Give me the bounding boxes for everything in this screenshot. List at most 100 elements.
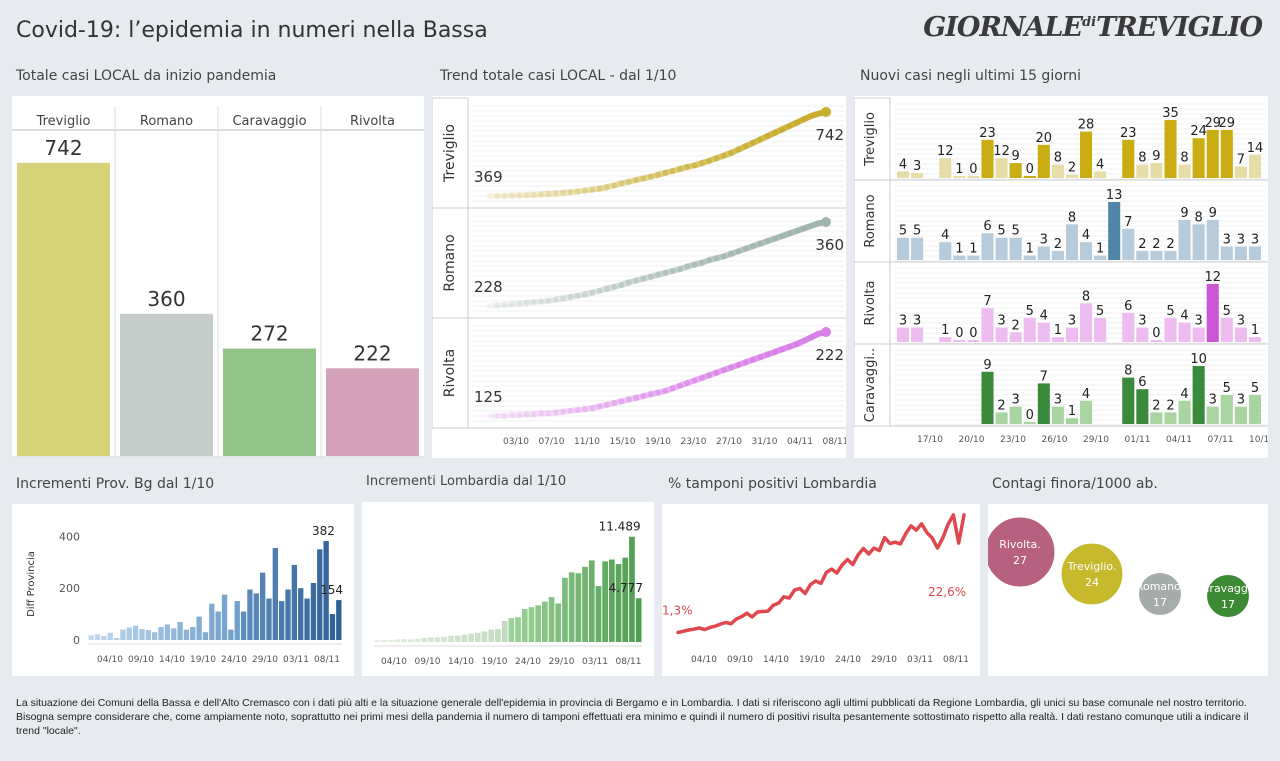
data-label: 0 — [969, 162, 977, 177]
increment-bar — [374, 640, 381, 642]
bubble-value: 24 — [1085, 576, 1099, 589]
trend-segment-treviglio — [625, 177, 640, 185]
data-label: 23 — [979, 126, 996, 141]
row-label: Rivolta — [863, 281, 878, 326]
x-tick-label: 19/10 — [645, 437, 671, 447]
bar-caravaggi — [981, 371, 994, 424]
bar-rivolta — [1220, 317, 1233, 342]
increment-bar — [421, 637, 428, 642]
trend-segment-romano — [508, 300, 523, 308]
increment-bar — [555, 603, 562, 642]
y-tick-label: 400 — [59, 530, 80, 543]
data-label: 5 — [1223, 381, 1231, 396]
trend-segment-romano — [581, 289, 596, 298]
bar-rivolta — [1150, 340, 1163, 342]
data-label: 2 — [1152, 398, 1160, 413]
x-tick-label: 04/10 — [381, 657, 407, 667]
bar-romano — [995, 237, 1008, 260]
x-tick-label: 31/10 — [752, 437, 778, 447]
bar-romano — [1136, 251, 1149, 260]
increment-bar — [132, 625, 139, 640]
bubble-value: 17 — [1221, 598, 1235, 611]
data-label: 13 — [1106, 188, 1123, 203]
bar-romano — [1178, 219, 1191, 260]
increment-bar — [279, 601, 285, 640]
data-label: 10 — [1190, 352, 1207, 367]
bar-romano — [1065, 224, 1078, 260]
max-label: 11.489 — [599, 520, 641, 534]
data-label: 29 — [1219, 116, 1236, 131]
footer-note: La situazione dei Comuni della Bassa e d… — [16, 697, 1249, 737]
increment-bar — [542, 601, 548, 642]
x-tick-label: 03/11 — [582, 657, 608, 667]
bar-romano — [120, 313, 213, 456]
chart-totale: Treviglio 742 Romano 360 Caravaggio 272 Rivolt… — [12, 106, 424, 458]
data-label: 1 — [1054, 323, 1062, 338]
data-label: 3 — [1223, 233, 1231, 248]
trend-segment-romano — [530, 298, 545, 306]
bubble-name: Treviglio. — [1067, 560, 1117, 573]
bar-caravaggi — [1192, 366, 1205, 424]
increment-bar — [495, 629, 501, 642]
increment-bar — [272, 548, 278, 640]
x-tick-label: 08/11 — [943, 655, 969, 665]
bar-rivolta — [1080, 303, 1093, 342]
section-title-tamponi: % tamponi positivi Lombardia — [668, 476, 877, 492]
increment-bar — [609, 559, 615, 642]
data-label: 3 — [1068, 314, 1076, 329]
chart-tamponi: 1,3% 22,6% 04/10 09/10 14/10 19/10 24/10 29/10 0… — [662, 513, 969, 665]
bar-rivolta — [1023, 317, 1036, 342]
increment-bar — [259, 572, 266, 640]
increment-bar — [568, 572, 575, 642]
x-tick-label: 24/10 — [835, 655, 861, 665]
trend-segment-romano — [596, 285, 610, 294]
trend-segment-treviglio — [574, 187, 588, 195]
data-label: 0 — [1026, 162, 1034, 177]
panel-tamponi: 1,3% 22,6% 04/10 09/10 14/10 19/10 24/10 29/10 0… — [662, 504, 980, 676]
bar-rivolta — [1051, 337, 1064, 342]
trend-segment-rivolta — [501, 412, 515, 419]
data-label: 1 — [1251, 323, 1259, 338]
data-label: 3 — [1237, 314, 1245, 329]
bar-romano — [1108, 202, 1121, 260]
data-label: 9 — [1180, 206, 1188, 221]
data-label: 6 — [983, 219, 991, 234]
x-tick-label: 23/10 — [681, 437, 707, 447]
increment-bar — [310, 583, 317, 640]
data-label: 8 — [1054, 151, 1062, 166]
x-tick-label: 08/11 — [616, 657, 642, 667]
row-header — [853, 97, 891, 181]
trend-segment-romano — [589, 287, 603, 296]
data-label: 2 — [1166, 237, 1174, 252]
trend-segment-romano — [501, 301, 515, 308]
bar-caravaggi — [1037, 383, 1050, 424]
increment-bar — [266, 598, 272, 640]
x-tick-label: 03/10 — [503, 437, 529, 447]
data-label: 4 — [1180, 387, 1188, 402]
increment-bar — [501, 620, 508, 642]
trend-endpoint — [821, 327, 831, 337]
x-tick-label: 01/11 — [1125, 435, 1151, 445]
increment-bar — [215, 611, 221, 640]
data-label: 9 — [1209, 206, 1217, 221]
increment-bar — [139, 629, 145, 640]
increment-bar — [88, 635, 94, 640]
x-tick-label: 11/10 — [574, 437, 600, 447]
bar-romano — [897, 237, 910, 260]
section-title-nuovi: Nuovi casi negli ultimi 15 giorni — [860, 68, 1082, 84]
bar-romano — [1037, 246, 1050, 260]
bar-romano — [1150, 251, 1163, 260]
data-label: 8 — [1068, 210, 1076, 225]
data-label: 2 — [1068, 161, 1076, 176]
data-label: 2 — [997, 398, 1005, 413]
bar-romano — [1122, 228, 1135, 260]
bar-rivolta — [1164, 317, 1177, 342]
bar-treviglio — [1248, 154, 1261, 178]
data-label: 3 — [913, 159, 921, 174]
data-label: 4 — [941, 228, 949, 243]
data-label: 2 — [1152, 237, 1160, 252]
trend-segment-romano — [574, 291, 588, 299]
increment-bar — [548, 597, 555, 642]
bar-romano — [1023, 255, 1036, 260]
trend-segment-treviglio — [633, 175, 647, 184]
